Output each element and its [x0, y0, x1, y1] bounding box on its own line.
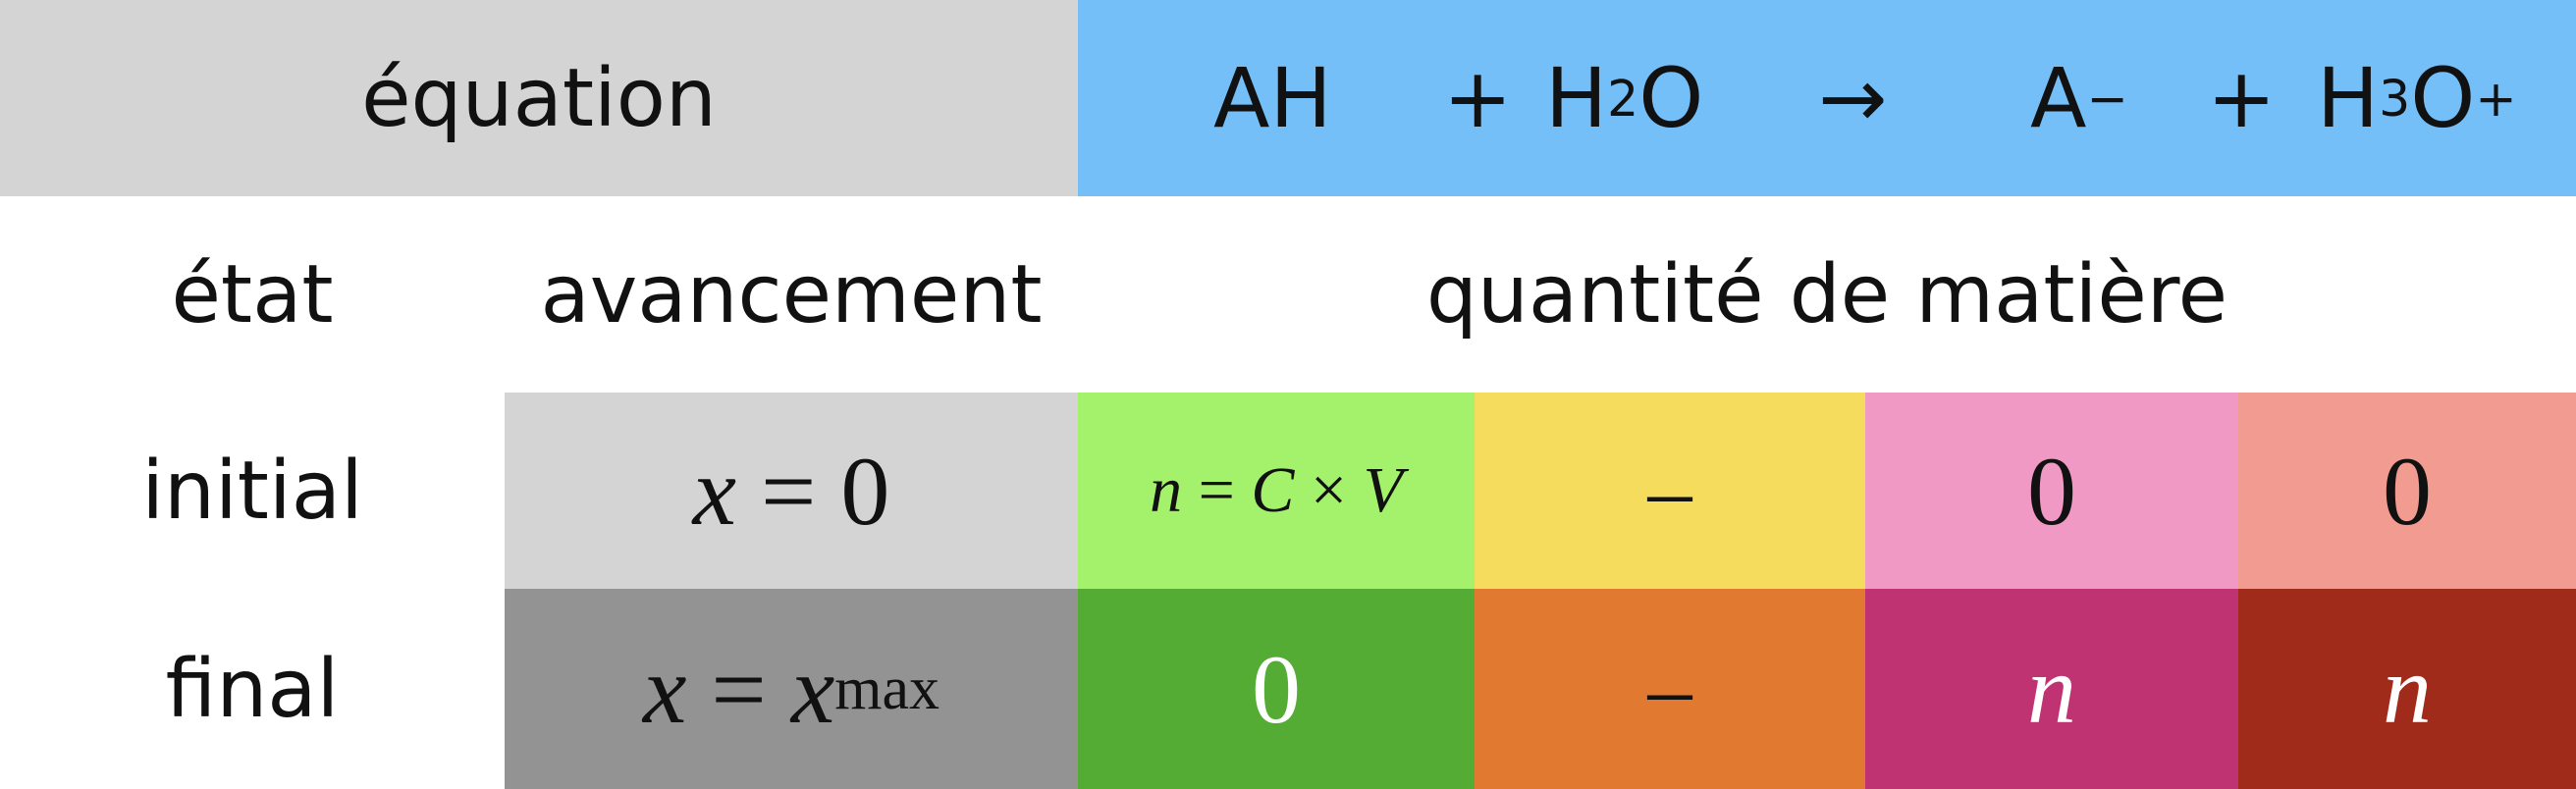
equation-cell [1078, 0, 2576, 196]
equation-product-a-minus: A − [2030, 50, 2128, 146]
amount-header: quantité de matière [1425, 247, 2228, 342]
state-header: état [171, 247, 334, 342]
final-ah-cell: 0 [1078, 589, 1475, 789]
initial-progress-cell: x = 0 [505, 393, 1078, 589]
initial-h2o-cell: – [1475, 393, 1865, 589]
final-label: final [165, 642, 340, 736]
initial-label: initial [141, 444, 363, 538]
initial-h3o-plus-cell: 0 [2238, 393, 2576, 589]
equation-plus-2: + [2207, 50, 2277, 146]
equation-product-h3o-plus: H 3 O + [2317, 50, 2517, 146]
equation-label-cell: équation [0, 0, 1078, 196]
final-h3o-plus-cell: n [2238, 589, 2576, 789]
equation-arrow: → [1818, 50, 1888, 146]
equation-plus-1: + [1443, 50, 1513, 146]
equation-reactant-ah: AH [1213, 50, 1332, 146]
progress-header: avancement [540, 247, 1043, 342]
final-a-minus-cell: n [1865, 589, 2238, 789]
final-h2o-cell: – [1475, 589, 1865, 789]
final-progress-cell: x = x max [505, 589, 1078, 789]
equation-label: équation [361, 51, 717, 145]
initial-a-minus-cell: 0 [1865, 393, 2238, 589]
initial-ah-cell: n = C × V [1078, 393, 1475, 589]
